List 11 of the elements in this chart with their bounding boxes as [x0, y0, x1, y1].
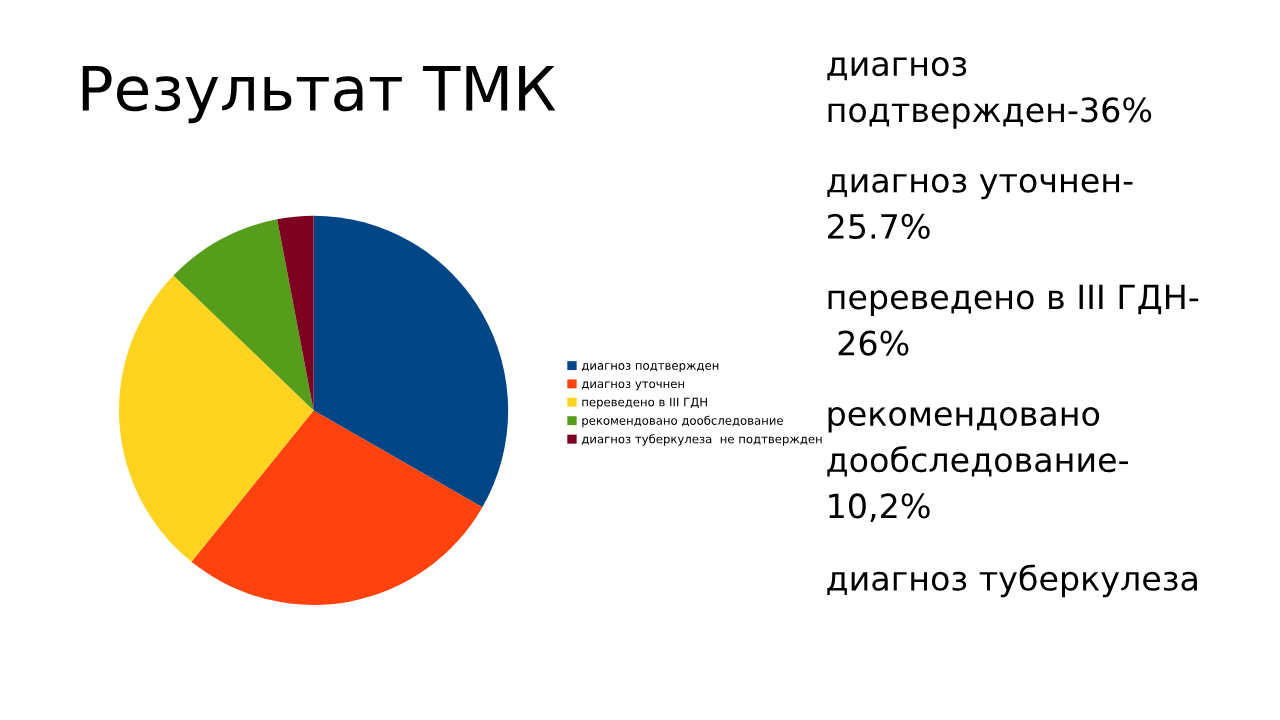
pie-slice [173, 219, 314, 411]
text: переведено в III ГДН- 26% [828, 284, 1199, 356]
pie-slice [191, 410, 483, 605]
text: диагноз подтвержден-36% [827, 57, 1152, 129]
pie-slice [313, 215, 509, 508]
chart-title: Результат ТМК [82, 65, 556, 124]
text: рекомендовано дообследование- 10,2% [827, 406, 1129, 522]
pie-slice [277, 215, 314, 411]
text: диагноз туберкулеза [827, 564, 1197, 598]
pie-slice [119, 275, 314, 562]
text: диагноз уточнен- 25.7% [827, 173, 1133, 240]
